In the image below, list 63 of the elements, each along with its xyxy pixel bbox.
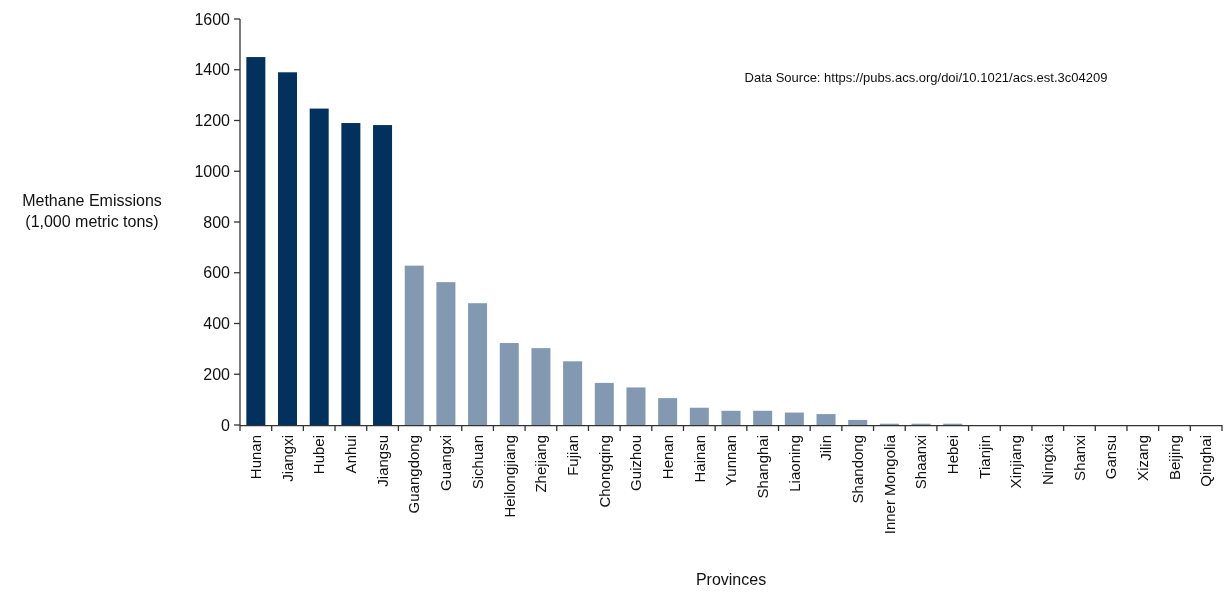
x-tick-label: Qinghai [1197,435,1215,487]
x-tick-label: Heilongjiang [500,435,518,518]
x-tick-label: Hebei [943,435,961,475]
x-tick-label: Guizhou [627,435,645,491]
x-tick-label: Henan [658,435,676,480]
bar [468,303,488,425]
x-tick-label: Yunnan [722,435,740,486]
x-tick-label: Hubei [310,435,328,475]
y-tick-label: 200 [203,365,231,383]
x-tick-label: Ningxia [1039,434,1057,486]
bar [404,265,424,425]
x-tick-label: Jiangsu [373,435,391,487]
x-tick-label: Beijing [1165,435,1183,481]
y-tick-label: 400 [203,315,231,333]
x-tick-label: Sichuan [468,435,486,490]
bar [816,414,836,425]
x-tick-label: Jilin [817,435,835,461]
x-tick-label: Shaanxi [912,435,930,490]
bar [594,382,614,425]
bar [499,343,519,425]
bar [563,361,583,425]
x-tick-label: Jiangxi [278,435,296,482]
x-tick-label: Fujian [563,435,581,476]
x-tick-label: Chongqing [595,435,613,508]
bar [309,108,329,425]
bar [689,407,709,425]
bar [246,57,266,425]
bar [436,282,456,425]
bar [784,412,804,425]
x-axis-title: Provinces [695,571,767,588]
x-tick-label: Liaoning [785,435,803,492]
x-tick-label: Guangxi [437,435,455,491]
y-tick-label: 600 [203,264,231,282]
y-tick-label: 1600 [194,10,231,28]
x-tick-label: Xizang [1134,435,1152,481]
x-tick-label: Xinjiang [1007,435,1025,489]
x-tick-label: Shanxi [1070,435,1088,481]
x-tick-label: Tianjin [975,435,993,479]
x-tick-label: Hainan [690,435,708,483]
x-tick-label: Gansu [1102,435,1120,480]
bar [721,410,741,425]
bar [373,125,393,425]
x-tick-label: Guangdong [405,435,423,514]
y-tick-label: 800 [203,213,231,231]
x-tick-label: Shanghai [753,435,771,499]
y-tick-label: 0 [221,416,231,434]
annotation: Data Source: https://pubs.acs.org/doi/10.1021/acs.est.3c04209 [744,70,1108,85]
x-tick-label: Anhui [342,435,360,474]
bar [848,419,868,425]
y-tick-label: 1400 [194,61,231,79]
bar [753,410,773,425]
bar [341,123,361,425]
y-tick-label: 1200 [194,112,231,130]
bar [278,72,298,425]
bar [531,348,551,425]
y-tick-label: 1000 [194,162,231,180]
bar [626,387,646,425]
y-axis-title: Methane Emissions (1,000 metric tons) [22,192,162,230]
x-tick-label: Shandong [848,435,866,504]
x-tick-label: Zhejiang [532,435,550,493]
bar [658,398,678,425]
x-tick-label: Inner Mongolia [880,434,898,535]
x-tick-label: Hunan [247,435,265,480]
